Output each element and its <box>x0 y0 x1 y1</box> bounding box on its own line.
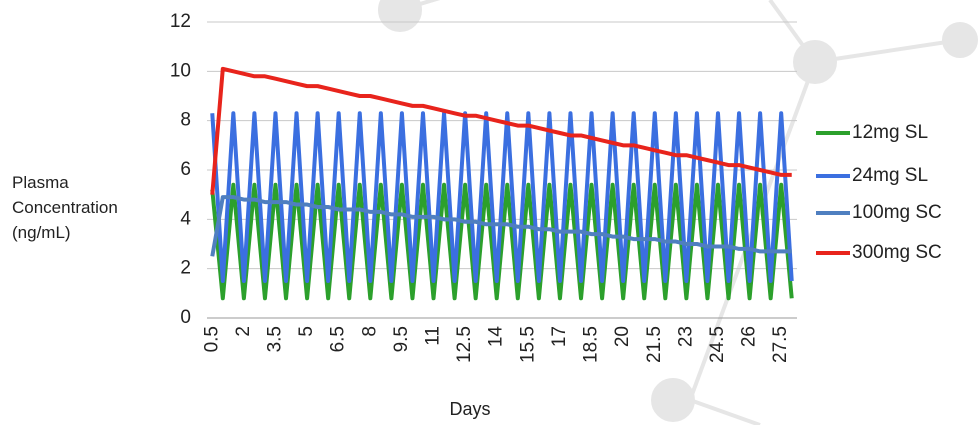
y-tick-label: 8 <box>180 110 191 131</box>
x-tick-label: 2 <box>233 326 254 337</box>
x-tick-label: 0.5 <box>201 326 222 352</box>
x-tick-label: 20 <box>612 326 633 347</box>
legend-label: 24mg SL <box>852 165 928 186</box>
page: Days 0 2 4 6 8 10 12 0.5 2 3.5 5 6.5 8 9.5 11 12.5 14 15.… <box>0 0 980 425</box>
x-tick-label: 27.5 <box>770 326 791 363</box>
x-tick-label: 26 <box>739 326 760 347</box>
y-tick-label: 2 <box>180 258 191 279</box>
x-tick-label: 3.5 <box>264 326 285 352</box>
x-tick-label: 9.5 <box>391 326 412 352</box>
x-tick-label: 14 <box>486 326 507 348</box>
x-tick-label: 11 <box>423 326 444 346</box>
x-tick-label: 12.5 <box>454 326 475 363</box>
y-tick-label: 4 <box>180 208 191 229</box>
x-tick-label: 24.5 <box>707 326 728 363</box>
legend-label: 300mg SC <box>852 242 942 263</box>
legend-label: 12mg SL <box>852 122 928 143</box>
x-tick-label: 17 <box>549 326 570 347</box>
y-tick-label: 12 <box>170 11 191 32</box>
x-tick-label: 8 <box>359 326 380 337</box>
y-tick-label: 10 <box>170 60 191 81</box>
x-tick-label: 6.5 <box>328 326 349 352</box>
y-tick-label: 0 <box>180 307 191 328</box>
x-tick-label: 5 <box>296 326 317 337</box>
x-axis-title: Days <box>449 399 490 419</box>
y-tick-label: 6 <box>180 159 191 180</box>
x-tick-label: 23 <box>675 326 696 347</box>
y-axis-title: Plasma Concentration (ng/mL) <box>12 170 162 245</box>
legend-label: 100mg SC <box>852 202 942 223</box>
x-tick-label: 18.5 <box>581 326 602 363</box>
x-tick-label: 21.5 <box>644 326 665 363</box>
x-tick-label: 15.5 <box>517 326 538 363</box>
